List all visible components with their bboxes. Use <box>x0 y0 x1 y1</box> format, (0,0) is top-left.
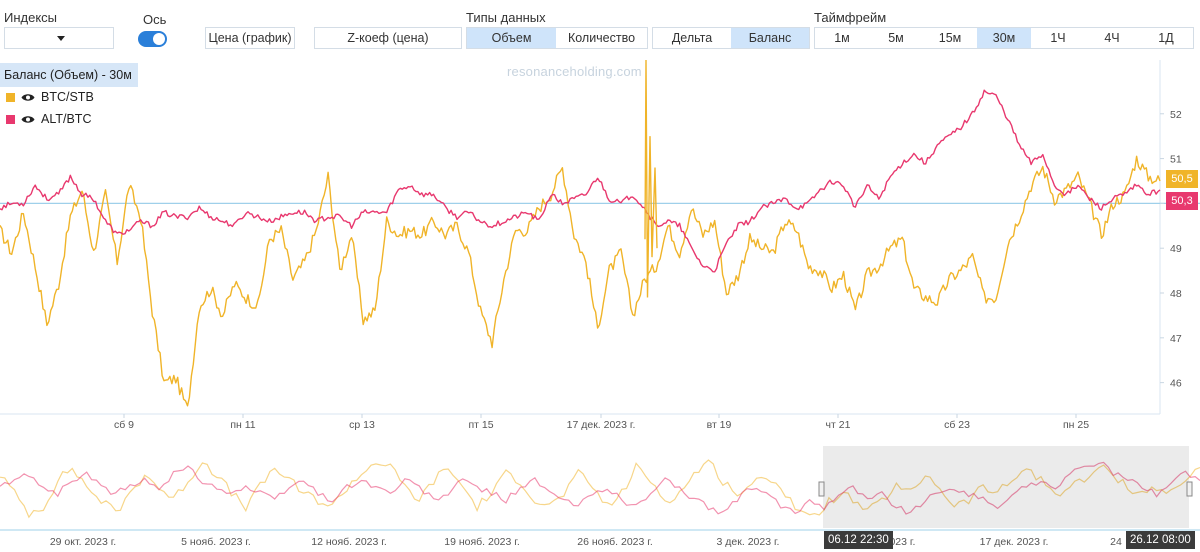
zcoef-button[interactable]: Z-коеф (цена) <box>314 27 462 49</box>
btc-swatch <box>6 92 15 102</box>
range-end-label: 26.12 08:00 <box>1126 531 1195 549</box>
y-tick-label: 48 <box>1170 288 1182 300</box>
data-types-label: Типы данных <box>466 10 546 25</box>
main-chart[interactable]: сб 9 пн 11 ср 13 пт 15 17 дек. 2023 г. вт 19 ч… <box>0 56 1200 436</box>
x-tick-label: сб 9 <box>114 419 134 431</box>
x-tick-label: сб 23 <box>944 419 970 431</box>
eye-icon[interactable] <box>21 115 35 124</box>
mode-delta-button[interactable]: Дельта <box>671 31 713 45</box>
navigator-tick-label: 12 нояб. 2023 г. <box>311 536 387 548</box>
x-tick-label: ср 13 <box>349 419 375 431</box>
indices-select[interactable] <box>4 27 114 49</box>
x-tick-label: пн 11 <box>230 419 255 431</box>
timeframe-1m-button[interactable]: 1м <box>834 31 850 45</box>
timeframe-15m-button[interactable]: 15м <box>938 31 962 45</box>
legend-item-alt-btc[interactable]: ALT/BTC <box>6 111 91 127</box>
navigator-tick-label: 19 нояб. 2023 г. <box>444 536 520 548</box>
x-tick-label: 17 дек. 2023 г. <box>567 419 636 431</box>
timeframe-label: Таймфрейм <box>814 10 887 25</box>
timeframe-30m-button[interactable]: 30м <box>977 28 1031 48</box>
x-tick-label: вт 19 <box>707 419 732 431</box>
y-tick-label: 47 <box>1170 333 1182 345</box>
navigator-handle-left[interactable] <box>818 481 825 497</box>
navigator-line-btc-stb <box>0 459 1200 519</box>
y-tick-label: 46 <box>1170 378 1182 390</box>
x-tick-label: пн 25 <box>1063 419 1089 431</box>
navigator-tick-label: 26 нояб. 2023 г. <box>577 536 653 548</box>
y-tick-label: 52 <box>1170 109 1182 121</box>
btc-price-tag: 50,5 <box>1166 170 1198 188</box>
series-line-alt-btc <box>0 89 1161 273</box>
timeframe-4h-button[interactable]: 4Ч <box>1104 31 1120 45</box>
navigator-tick-label: 3 дек. 2023 г. <box>717 536 780 548</box>
legend-title: Баланс (Объем) - 30м <box>0 63 138 87</box>
legend-label-alt: ALT/BTC <box>41 112 92 126</box>
navigator-tick-label: 5 нояб. 2023 г. <box>181 536 251 548</box>
x-tick-label: чт 21 <box>826 419 851 431</box>
navigator-handle-right[interactable] <box>1186 481 1193 497</box>
timeframe-5m-button[interactable]: 5м <box>888 31 904 45</box>
navigator-line-alt-btc <box>0 461 1200 515</box>
data-type-volume-button[interactable]: Объем <box>467 28 557 48</box>
y-tick-label: 51 <box>1170 154 1182 166</box>
mode-group: Дельта Баланс <box>652 27 810 49</box>
legend-item-btc-stb[interactable]: BTC/STB <box>6 89 94 105</box>
timeframe-1d-button[interactable]: 1Д <box>1158 31 1174 45</box>
series-line-btc-stb <box>0 155 1161 407</box>
navigator-selection[interactable] <box>823 446 1189 528</box>
alt-price-tag: 50,3 <box>1166 192 1198 210</box>
timeframe-group: 1м 5м 15м 30м 1Ч 4Ч 1Д <box>814 27 1194 49</box>
chevron-down-icon <box>57 36 65 41</box>
navigator-tick-label: 17 дек. 2023 г. <box>980 536 1049 548</box>
price-chart-button[interactable]: Цена (график) <box>205 27 295 49</box>
alt-swatch <box>6 114 15 124</box>
eye-icon[interactable] <box>21 93 35 102</box>
legend-label-btc: BTC/STB <box>41 90 94 104</box>
axis-label: Ось <box>143 12 167 27</box>
indices-label: Индексы <box>4 10 58 25</box>
data-types-group: Объем Количество <box>466 27 648 49</box>
timeframe-1h-button[interactable]: 1Ч <box>1050 31 1066 45</box>
mode-balance-button[interactable]: Баланс <box>731 28 809 48</box>
data-type-count-button[interactable]: Количество <box>567 31 636 45</box>
y-tick-label: 49 <box>1170 243 1182 255</box>
navigator-tick-label: 24 <box>1110 536 1122 548</box>
axis-toggle[interactable] <box>138 31 167 47</box>
toggle-knob <box>153 33 165 45</box>
watermark: resonanceholding.com <box>507 64 642 79</box>
range-start-label: 06.12 22:30 <box>824 531 893 549</box>
btc-spike <box>644 59 658 298</box>
navigator-chart[interactable]: 29 окт. 2023 г. 5 нояб. 2023 г. 12 нояб. 2… <box>0 436 1200 552</box>
navigator-tick-label: 29 окт. 2023 г. <box>50 536 116 548</box>
x-tick-label: пт 15 <box>468 419 493 431</box>
